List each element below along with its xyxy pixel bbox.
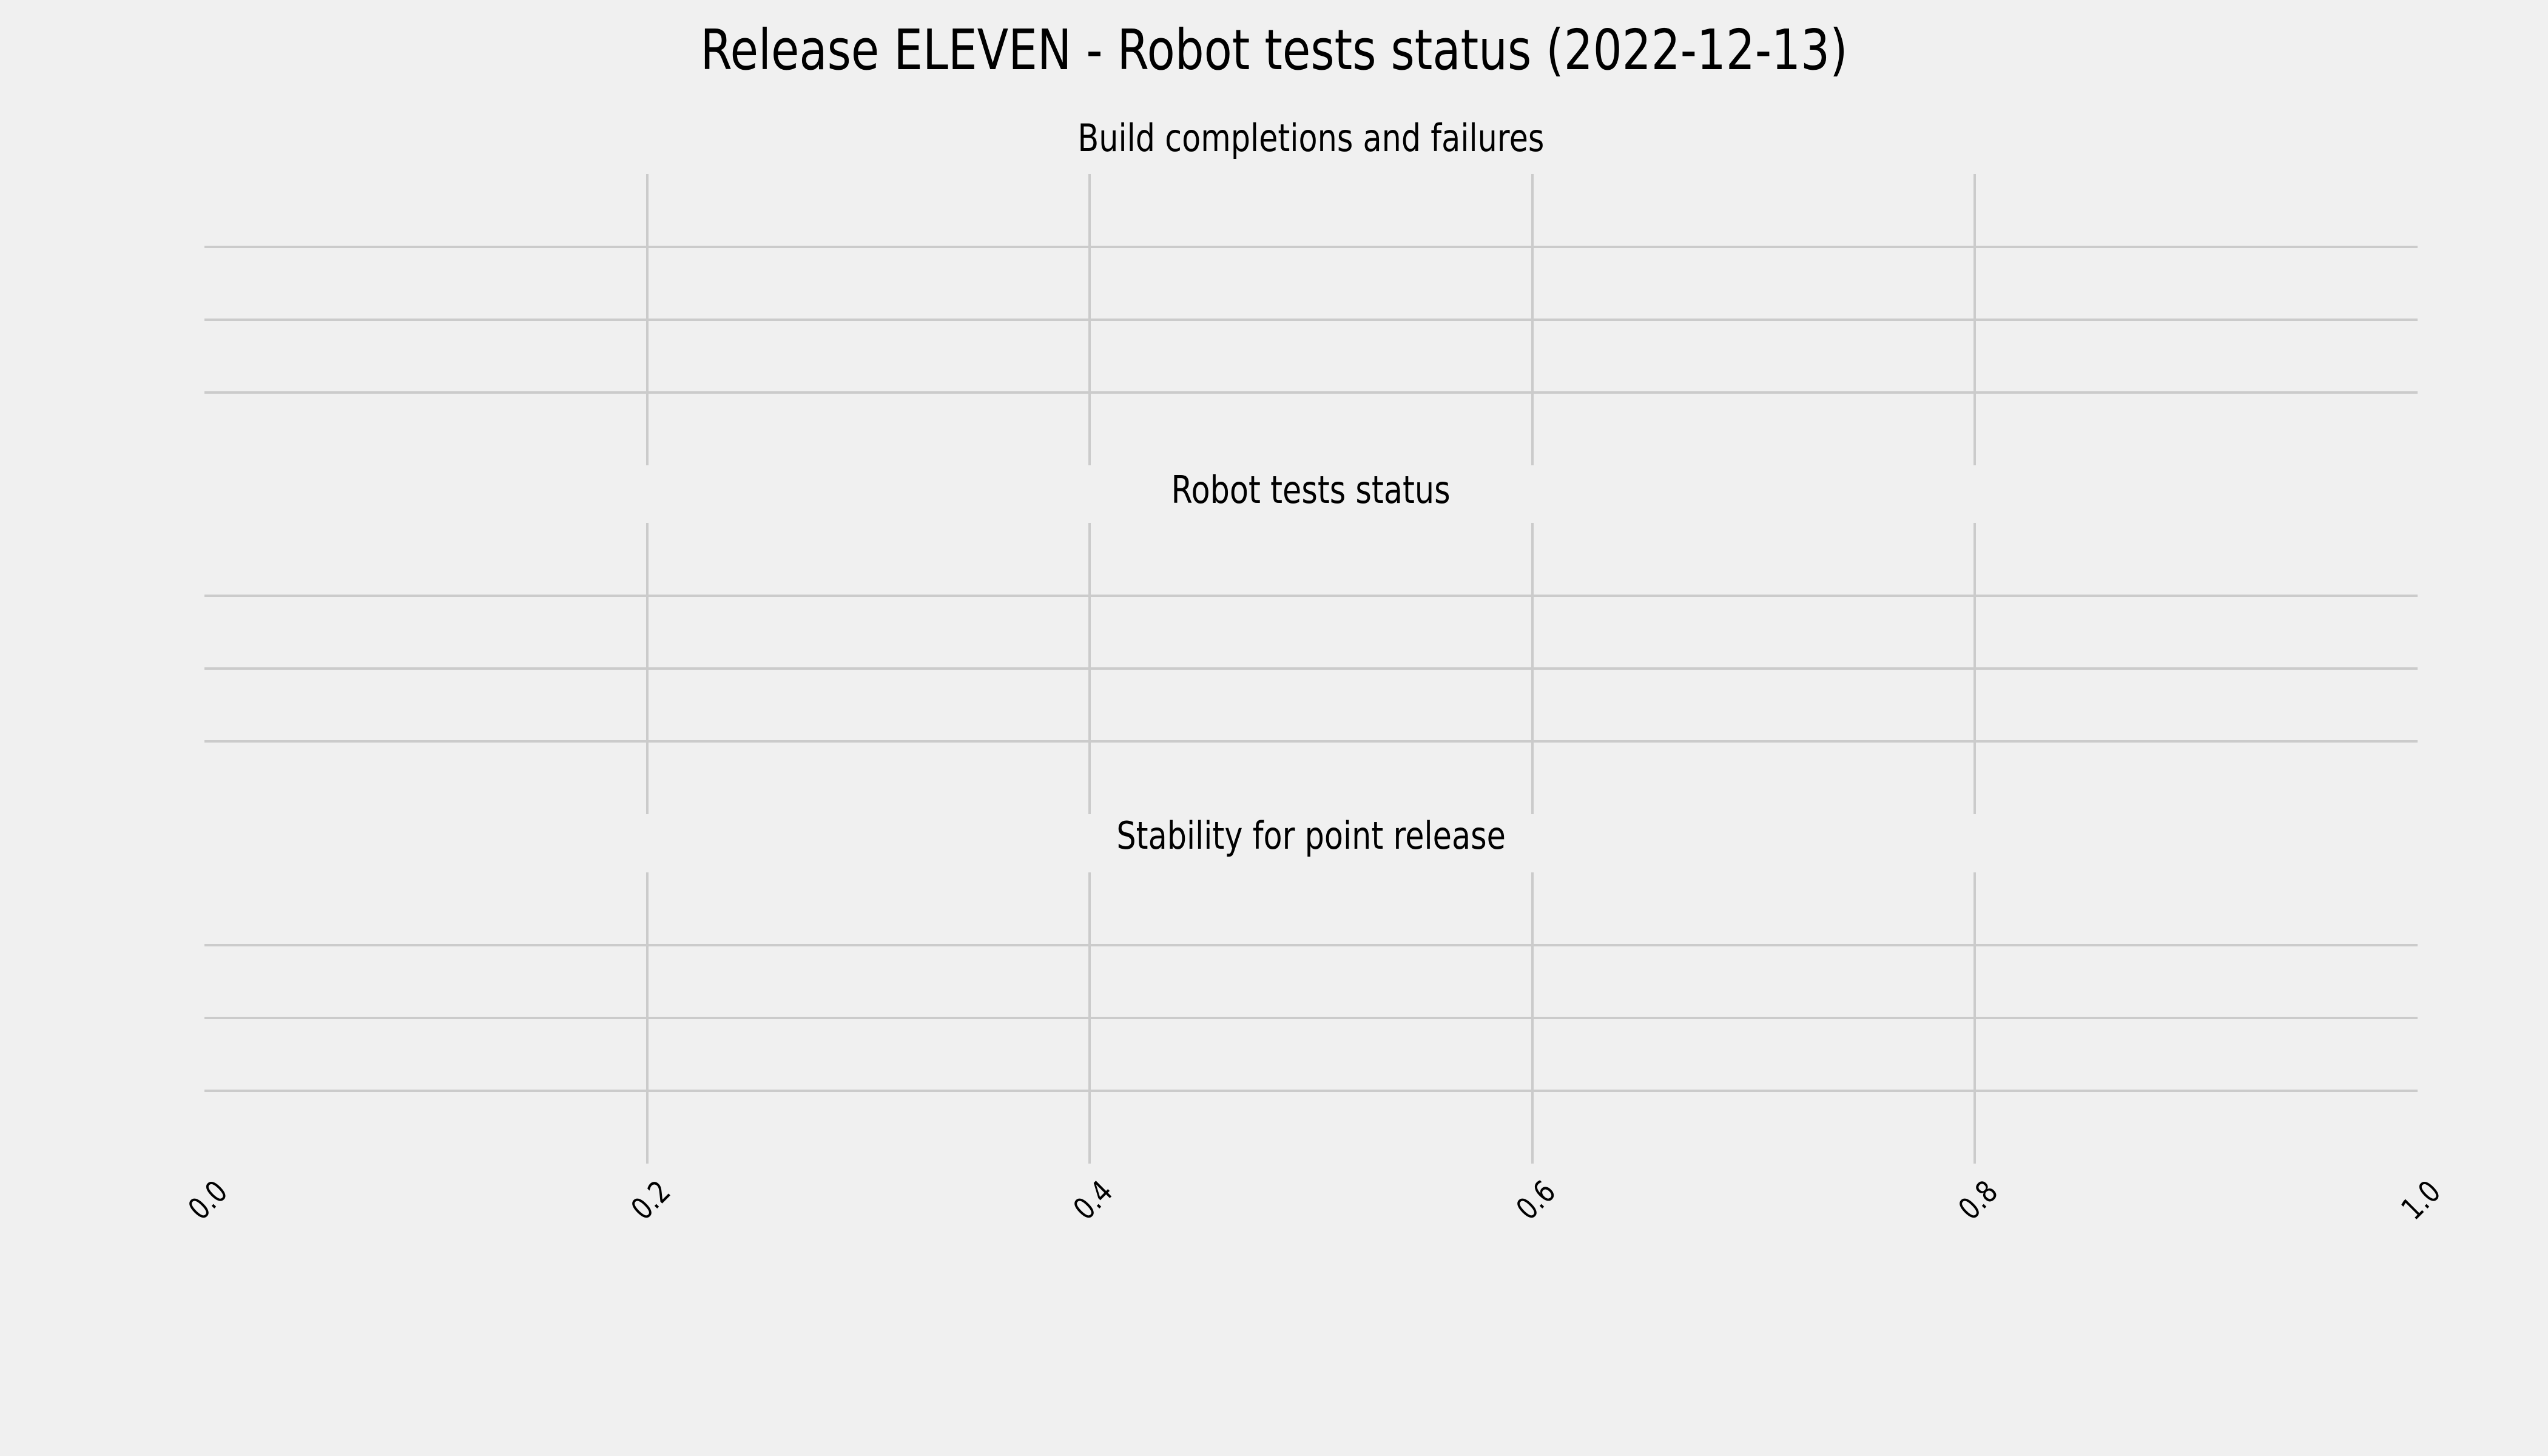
axes-robot-tests-plot-area	[204, 523, 2418, 814]
gridline-y-0.75	[204, 740, 2418, 743]
x-tick-label-1.0: 1.0	[2329, 1173, 2448, 1292]
x-tick-label-text: 0.8	[1952, 1173, 2005, 1227]
gridline-y-0.5	[204, 667, 2418, 670]
axes-stability-plot-area	[204, 872, 2418, 1164]
x-tick-label-0.0: 0.0	[116, 1173, 235, 1292]
x-tick-label-0.8: 0.8	[1887, 1173, 2005, 1292]
gridline-y-0.75	[204, 1090, 2418, 1092]
figure-suptitle-text: Release ELEVEN - Robot tests status (202…	[700, 18, 1848, 83]
axes-title-stability-text: Stability for point release	[1116, 814, 1506, 858]
axes-title-stability: Stability for point release	[204, 814, 2418, 858]
axes-build-completions-plot-area	[204, 174, 2418, 465]
x-tick-label-text: 0.6	[1509, 1173, 1563, 1227]
axes-title-build-completions-text: Build completions and failures	[1077, 116, 1545, 160]
gridline-y-0.25	[204, 246, 2418, 248]
x-tick-label-0.6: 0.6	[1444, 1173, 1563, 1292]
x-tick-label-text: 0.4	[1067, 1173, 1120, 1227]
axes-title-robot-tests-text: Robot tests status	[1171, 468, 1451, 512]
gridline-y-0.75	[204, 391, 2418, 394]
axes-title-robot-tests: Robot tests status	[204, 468, 2418, 512]
x-tick-label-text: 1.0	[2395, 1173, 2448, 1227]
x-tick-label-0.2: 0.2	[559, 1173, 678, 1292]
gridline-y-0.25	[204, 595, 2418, 597]
figure-suptitle: Release ELEVEN - Robot tests status (202…	[0, 18, 2548, 83]
x-tick-label-text: 0.2	[624, 1173, 678, 1227]
gridline-y-0.25	[204, 944, 2418, 946]
x-tick-label-0.4: 0.4	[1002, 1173, 1120, 1292]
x-tick-label-text: 0.0	[181, 1173, 235, 1227]
axes-title-build-completions: Build completions and failures	[204, 116, 2418, 160]
gridline-y-0.5	[204, 318, 2418, 321]
gridline-y-0.5	[204, 1017, 2418, 1019]
